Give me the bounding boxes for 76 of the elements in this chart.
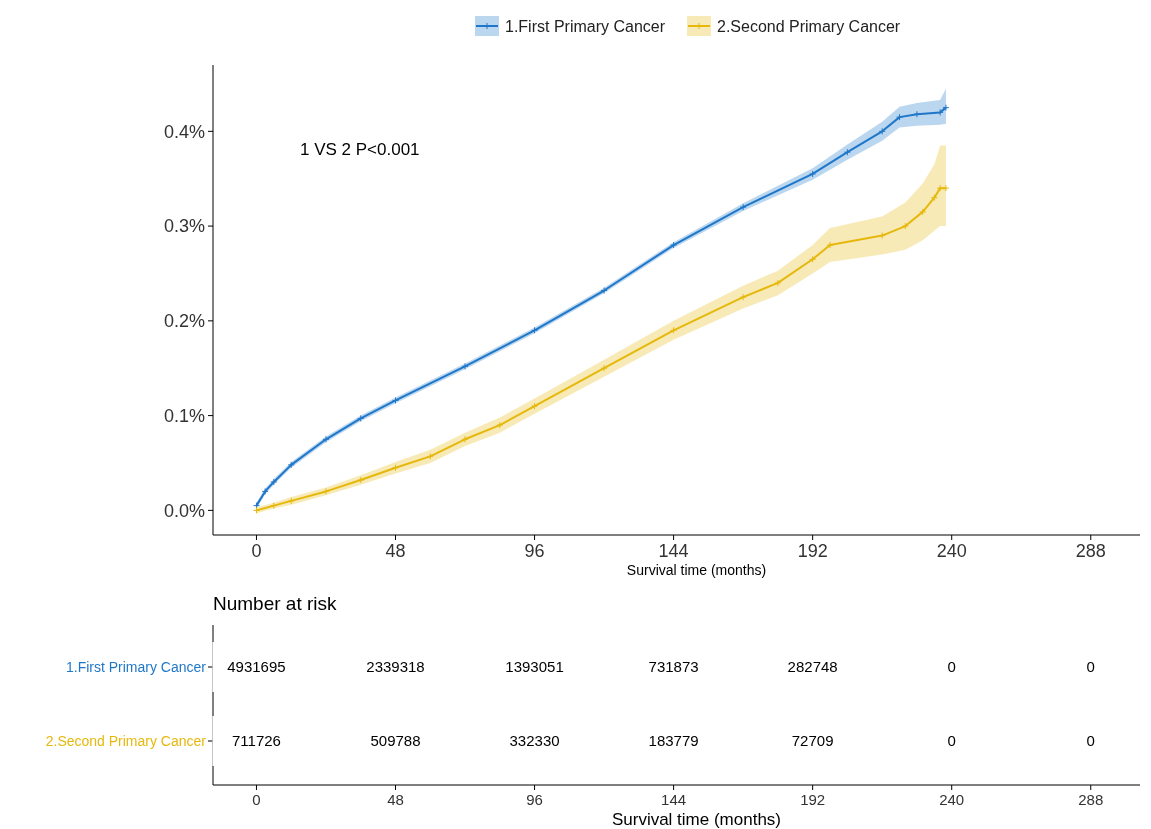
point	[270, 502, 278, 510]
point	[287, 461, 295, 469]
point	[774, 279, 782, 287]
point	[843, 148, 851, 156]
x-tick-label: 48	[387, 791, 404, 808]
point	[739, 293, 747, 301]
y-tick-label: 1.First Primary Cancer	[65, 658, 207, 675]
point	[670, 241, 678, 249]
data-label: 4931695	[227, 658, 286, 676]
x-tick-label: 96	[524, 541, 545, 561]
x-tick-label: 0	[251, 541, 262, 561]
y-tick-label: 0.2%	[163, 311, 205, 332]
point	[930, 194, 938, 202]
y-tick-label: 0.1%	[163, 405, 205, 426]
point	[936, 184, 944, 192]
x-tick-label: 240	[939, 791, 965, 808]
x-tick-label: 192	[800, 791, 826, 808]
data-label: 332330	[509, 732, 560, 750]
y-tick-label: 0.3%	[163, 216, 205, 237]
point	[600, 364, 608, 372]
x-tick-label: 48	[385, 541, 406, 561]
data-label: 0	[947, 732, 956, 750]
point	[496, 421, 504, 429]
x-tick-label: 192	[797, 541, 828, 561]
y-tick-label: 0.4%	[163, 121, 205, 142]
data-label: 0	[947, 658, 956, 676]
point	[270, 478, 278, 486]
point	[322, 487, 330, 495]
x-axis-title: Survival time (months)	[611, 810, 782, 829]
point	[287, 497, 295, 505]
point	[392, 464, 399, 472]
x-tick-label: 288	[1078, 791, 1104, 808]
data-label: 509788	[370, 732, 421, 750]
point	[426, 452, 434, 460]
point	[531, 402, 539, 410]
data-label: 72709	[791, 732, 834, 750]
data-label: 183779	[648, 732, 699, 750]
annotation: 1 VS 2 P<0.001	[300, 140, 420, 159]
point	[809, 255, 817, 263]
point	[670, 326, 678, 334]
point	[901, 222, 909, 230]
x-tick-label: 144	[661, 791, 687, 808]
point	[896, 113, 904, 121]
legend-label: 1.First Primary Cancer	[505, 17, 666, 35]
point	[739, 203, 747, 211]
data-label: 1393051	[505, 658, 564, 676]
data-label: 0	[1086, 658, 1095, 676]
point	[357, 476, 365, 484]
data-label: 2339318	[366, 658, 425, 676]
y-tick-label: 2.Second Primary Cancer	[45, 732, 207, 749]
point	[809, 170, 817, 178]
point	[461, 362, 469, 370]
x-tick-label: 144	[658, 541, 689, 561]
point	[357, 414, 365, 422]
x-axis-title: Survival time (months)	[626, 562, 767, 578]
data-label: 731873	[648, 658, 699, 676]
x-tick-label: 240	[936, 541, 967, 561]
data-label: 282748	[787, 658, 838, 676]
chart-title: Number at risk	[213, 593, 338, 614]
point	[461, 435, 469, 443]
point	[878, 127, 886, 135]
point	[919, 208, 927, 216]
x-tick-label: 0	[252, 791, 261, 808]
legend-label: 2.Second Primary Cancer	[717, 17, 901, 35]
point	[600, 287, 608, 295]
x-tick-label: 96	[526, 791, 543, 808]
point	[936, 108, 944, 116]
point	[531, 326, 539, 334]
point	[322, 435, 330, 443]
point	[826, 241, 834, 249]
data-label: 711726	[231, 732, 281, 750]
x-tick-label: 288	[1075, 541, 1106, 561]
data-label: 0	[1086, 732, 1095, 750]
point	[392, 396, 399, 404]
point	[261, 487, 269, 495]
y-tick-label: 0.0%	[163, 500, 205, 521]
